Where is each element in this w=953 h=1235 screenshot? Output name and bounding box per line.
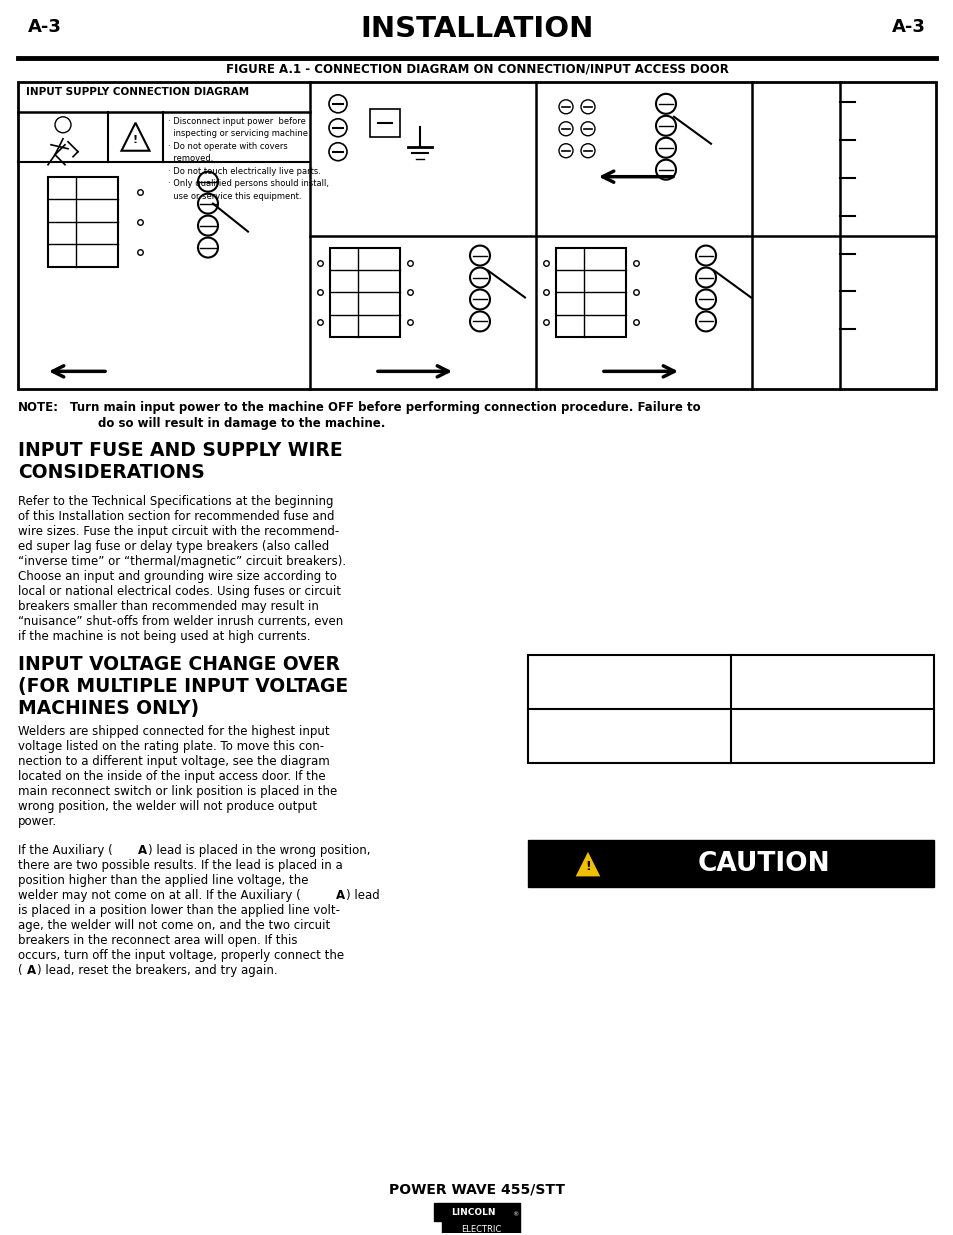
Text: !: !	[132, 135, 138, 144]
Text: CAUTION: CAUTION	[697, 851, 829, 877]
Text: wrong position, the welder will not produce output: wrong position, the welder will not prod…	[18, 799, 316, 813]
Text: If the Auxiliary (: If the Auxiliary (	[18, 845, 112, 857]
Text: of this Installation section for recommended fuse and: of this Installation section for recomme…	[18, 510, 335, 524]
Text: Welders are shipped connected for the highest input: Welders are shipped connected for the hi…	[18, 725, 330, 737]
Text: INPUT VOLTAGE CHANGE OVER: INPUT VOLTAGE CHANGE OVER	[18, 655, 339, 674]
Text: age, the welder will not come on, and the two circuit: age, the welder will not come on, and th…	[18, 919, 330, 932]
Bar	[441, 1221, 519, 1235]
Text: breakers in the reconnect area will open. If this: breakers in the reconnect area will open…	[18, 935, 297, 947]
Text: removed.: removed.	[168, 154, 213, 163]
Text: do so will result in damage to the machine.: do so will result in damage to the machi…	[98, 417, 385, 430]
Text: NOTE:: NOTE:	[18, 401, 59, 414]
Text: !: !	[584, 860, 590, 873]
Text: · Do not operate with covers: · Do not operate with covers	[168, 142, 288, 151]
Bar	[48, 177, 118, 267]
Text: nection to a different input voltage, see the diagram: nection to a different input voltage, se…	[18, 755, 330, 768]
Text: if the machine is not being used at high currents.: if the machine is not being used at high…	[18, 630, 310, 643]
Text: A-3: A-3	[891, 19, 925, 36]
Text: voltage listed on the rating plate. To move this con-: voltage listed on the rating plate. To m…	[18, 740, 324, 752]
Text: wire sizes. Fuse the input circuit with the recommend-: wire sizes. Fuse the input circuit with …	[18, 525, 339, 538]
Text: there are two possible results. If the lead is placed in a: there are two possible results. If the l…	[18, 860, 342, 872]
Text: (FOR MULTIPLE INPUT VOLTAGE: (FOR MULTIPLE INPUT VOLTAGE	[18, 677, 348, 695]
Bar	[330, 247, 399, 337]
Text: inspecting or servicing machine.: inspecting or servicing machine.	[168, 130, 311, 138]
Text: · Only qualified persons should install,: · Only qualified persons should install,	[168, 179, 329, 188]
Text: · Do not touch electrically live parts.: · Do not touch electrically live parts.	[168, 167, 320, 175]
Text: A: A	[27, 965, 36, 977]
Bar	[18, 82, 935, 389]
Text: Turn main input power to the machine OFF before performing connection procedure.: Turn main input power to the machine OFF…	[70, 401, 700, 414]
Text: MACHINES ONLY): MACHINES ONLY)	[18, 699, 199, 718]
Text: ELECTRIC: ELECTRIC	[460, 1225, 500, 1234]
Text: power.: power.	[18, 815, 57, 827]
Polygon shape	[574, 850, 601, 877]
Text: main reconnect switch or link position is placed in the: main reconnect switch or link position i…	[18, 784, 337, 798]
Text: “nuisance” shut-offs from welder inrush currents, even: “nuisance” shut-offs from welder inrush …	[18, 615, 343, 627]
Text: (: (	[18, 965, 23, 977]
Text: INPUT SUPPLY CONNECTION DIAGRAM: INPUT SUPPLY CONNECTION DIAGRAM	[26, 86, 249, 96]
Text: is placed in a position lower than the applied line volt-: is placed in a position lower than the a…	[18, 904, 339, 918]
Bar	[556, 247, 625, 337]
Bar	[527, 840, 933, 888]
Text: A-3: A-3	[28, 19, 62, 36]
Text: · Disconnect input power  before: · Disconnect input power before	[168, 117, 306, 126]
Text: welder may not come on at all. If the Auxiliary (: welder may not come on at all. If the Au…	[18, 889, 300, 903]
Text: Refer to the Technical Specifications at the beginning: Refer to the Technical Specifications at…	[18, 495, 334, 508]
Text: local or national electrical codes. Using fuses or circuit: local or national electrical codes. Usin…	[18, 585, 340, 598]
Text: CONSIDERATIONS: CONSIDERATIONS	[18, 463, 205, 482]
Text: position higher than the applied line voltage, the: position higher than the applied line vo…	[18, 874, 308, 888]
Text: Choose an input and grounding wire size according to: Choose an input and grounding wire size …	[18, 571, 336, 583]
Text: POWER WAVE 455/STT: POWER WAVE 455/STT	[389, 1183, 564, 1197]
Text: LINCOLN: LINCOLN	[450, 1208, 495, 1218]
Text: use or service this equipment.: use or service this equipment.	[168, 191, 301, 200]
Bar	[527, 655, 933, 763]
Text: ed super lag fuse or delay type breakers (also called: ed super lag fuse or delay type breakers…	[18, 540, 329, 553]
Text: FIGURE A.1 - CONNECTION DIAGRAM ON CONNECTION/INPUT ACCESS DOOR: FIGURE A.1 - CONNECTION DIAGRAM ON CONNE…	[225, 63, 728, 75]
Text: occurs, turn off the input voltage, properly connect the: occurs, turn off the input voltage, prop…	[18, 950, 344, 962]
Text: ) lead, reset the breakers, and try again.: ) lead, reset the breakers, and try agai…	[37, 965, 277, 977]
Text: ) lead is placed in the wrong position,: ) lead is placed in the wrong position,	[148, 845, 370, 857]
Text: INPUT FUSE AND SUPPLY WIRE: INPUT FUSE AND SUPPLY WIRE	[18, 441, 342, 461]
Text: ®: ®	[512, 1213, 517, 1218]
Text: A: A	[138, 845, 147, 857]
Text: ) lead: ) lead	[346, 889, 379, 903]
Text: INSTALLATION: INSTALLATION	[360, 15, 593, 43]
Text: A: A	[335, 889, 345, 903]
Text: located on the inside of the input access door. If the: located on the inside of the input acces…	[18, 769, 325, 783]
Text: breakers smaller than recommended may result in: breakers smaller than recommended may re…	[18, 600, 318, 613]
Bar	[434, 1203, 519, 1221]
Text: “inverse time” or “thermal/magnetic” circuit breakers).: “inverse time” or “thermal/magnetic” cir…	[18, 555, 346, 568]
Bar	[370, 109, 399, 137]
